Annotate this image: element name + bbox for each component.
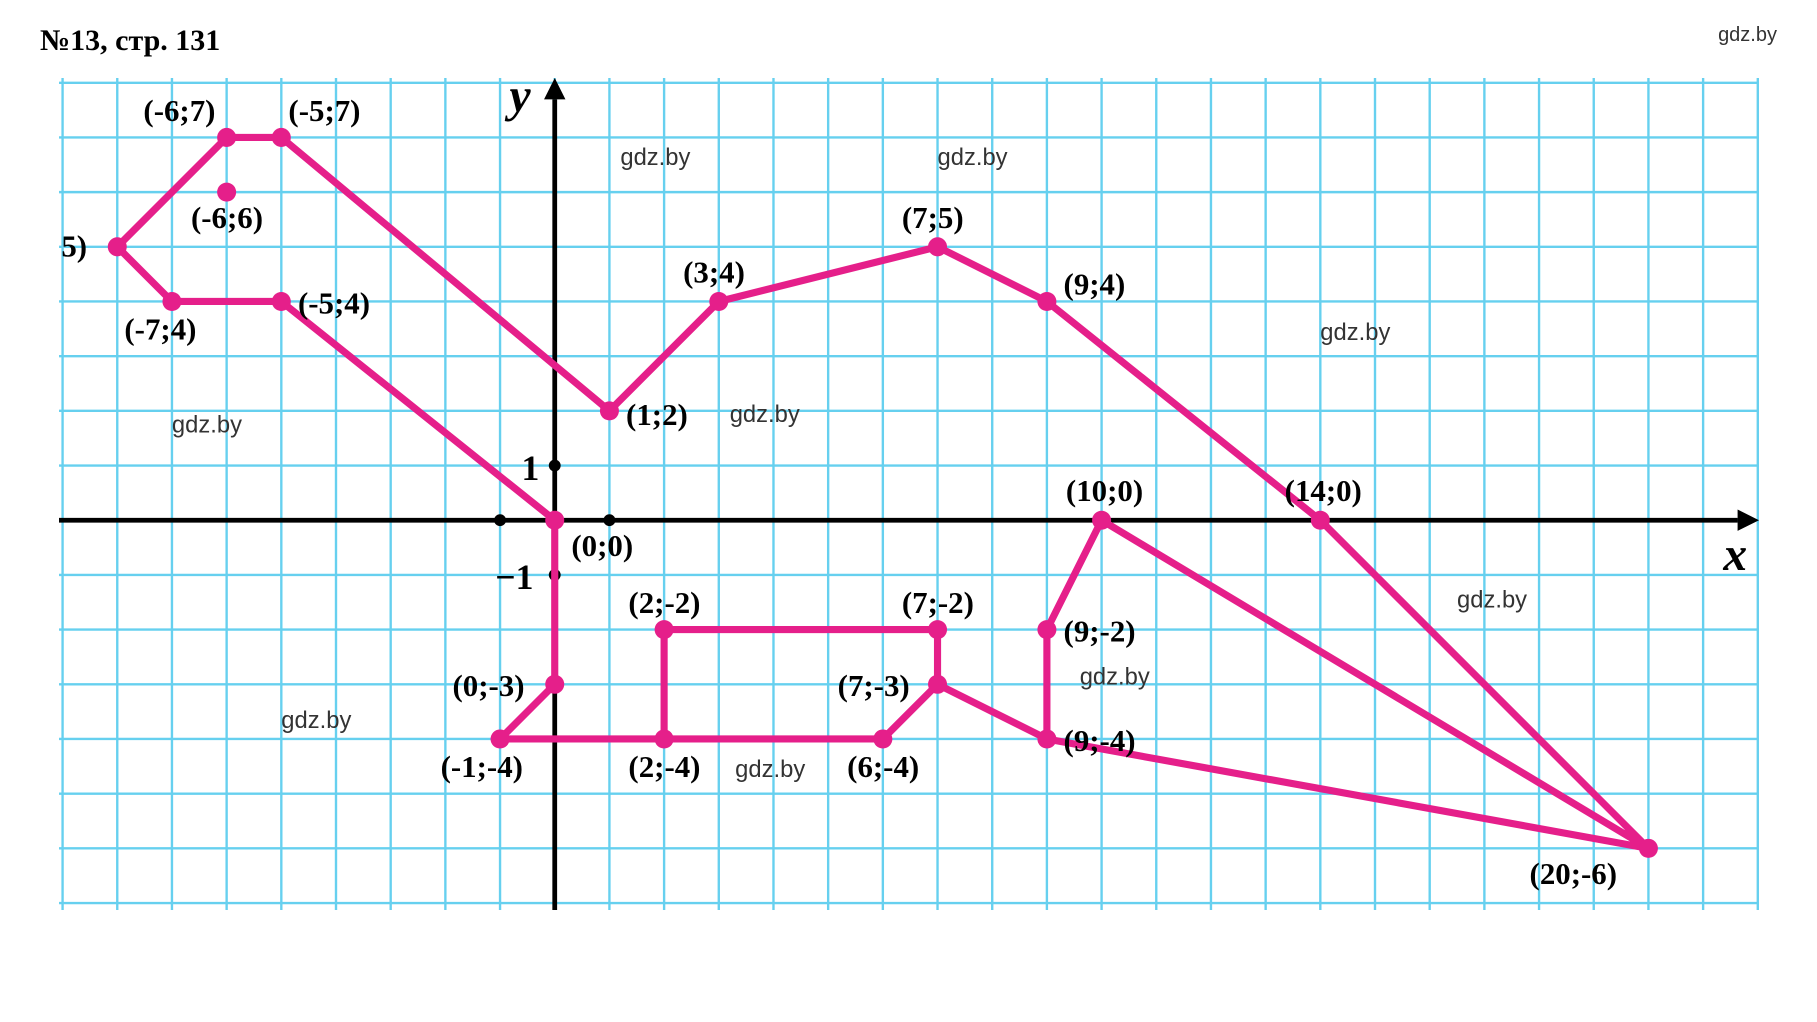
data-point xyxy=(599,401,618,420)
tick-dot xyxy=(494,514,506,526)
point-label: (-6;7) xyxy=(143,93,215,128)
point-label: (0;-3) xyxy=(452,668,524,703)
y-label: y xyxy=(504,78,531,122)
point-label: (-8;5) xyxy=(59,228,87,263)
point-label: (9;-2) xyxy=(1063,613,1135,648)
point-label: (7;-3) xyxy=(837,668,909,703)
watermark: gdz.by xyxy=(1457,587,1527,614)
point-label: (0;0) xyxy=(571,528,633,563)
data-point xyxy=(271,292,290,311)
data-point xyxy=(1037,620,1056,639)
point-label: (10;0) xyxy=(1065,473,1142,508)
point-label: (9;-4) xyxy=(1063,723,1135,758)
data-point xyxy=(1037,292,1056,311)
watermark: gdz.by xyxy=(937,144,1007,171)
data-point xyxy=(928,620,947,639)
tick-1: 1 xyxy=(521,448,539,488)
watermark: gdz.by xyxy=(620,144,690,171)
point-label: (-5;4) xyxy=(297,285,369,320)
watermark: gdz.by xyxy=(1079,663,1149,690)
data-point xyxy=(107,237,126,256)
data-point xyxy=(545,675,564,694)
data-point xyxy=(1310,511,1329,530)
data-point xyxy=(928,675,947,694)
tick-dot xyxy=(548,460,560,472)
watermark: gdz.by xyxy=(1320,319,1390,346)
point-label: (20;-6) xyxy=(1529,856,1616,891)
point-label: (1;2) xyxy=(626,397,688,432)
point-label: (-6;6) xyxy=(190,200,262,235)
point-label: (-7;4) xyxy=(124,312,196,347)
page-title: №13, стр. 131 xyxy=(40,24,220,58)
data-point xyxy=(490,729,509,748)
top-watermark: gdz.by xyxy=(1718,24,1777,47)
data-point xyxy=(271,128,290,147)
point-label: (14;0) xyxy=(1284,473,1361,508)
chart-svg: 1 −1 x y (-6;7) (-5;7) (-6;6) (-8;5) (-5;4) (-7;4… xyxy=(59,78,1759,910)
point-label: (6;-4) xyxy=(847,749,919,784)
point-label: (-5;7) xyxy=(288,93,360,128)
point-label: (3;4) xyxy=(683,254,745,289)
coordinate-plot: 1 −1 x y (-6;7) (-5;7) (-6;6) (-8;5) (-5;4) (-7;4… xyxy=(59,78,1759,910)
data-point xyxy=(162,292,181,311)
data-point xyxy=(217,128,236,147)
watermark: gdz.by xyxy=(171,412,241,439)
data-point xyxy=(928,237,947,256)
point-label: (9;4) xyxy=(1063,266,1125,301)
data-point xyxy=(1037,729,1056,748)
tick-dot xyxy=(603,514,615,526)
point-label: (-1;-4) xyxy=(440,749,522,784)
data-point xyxy=(654,620,673,639)
watermark: gdz.by xyxy=(735,756,805,783)
header-row: №13, стр. 131 gdz.by xyxy=(40,24,1777,58)
data-point xyxy=(1092,511,1111,530)
point-label: (2;-4) xyxy=(628,749,700,784)
watermark: gdz.by xyxy=(281,707,351,734)
data-point xyxy=(873,729,892,748)
point-label: (7;5) xyxy=(901,200,963,235)
point-label: (7;-2) xyxy=(901,585,973,620)
tick-neg-1: −1 xyxy=(495,557,533,597)
x-label: x xyxy=(1722,529,1747,581)
data-point xyxy=(545,511,564,530)
watermark: gdz.by xyxy=(729,401,799,428)
data-point xyxy=(654,729,673,748)
data-point xyxy=(1638,839,1657,858)
point-label: (2;-2) xyxy=(628,585,700,620)
data-point xyxy=(709,292,728,311)
